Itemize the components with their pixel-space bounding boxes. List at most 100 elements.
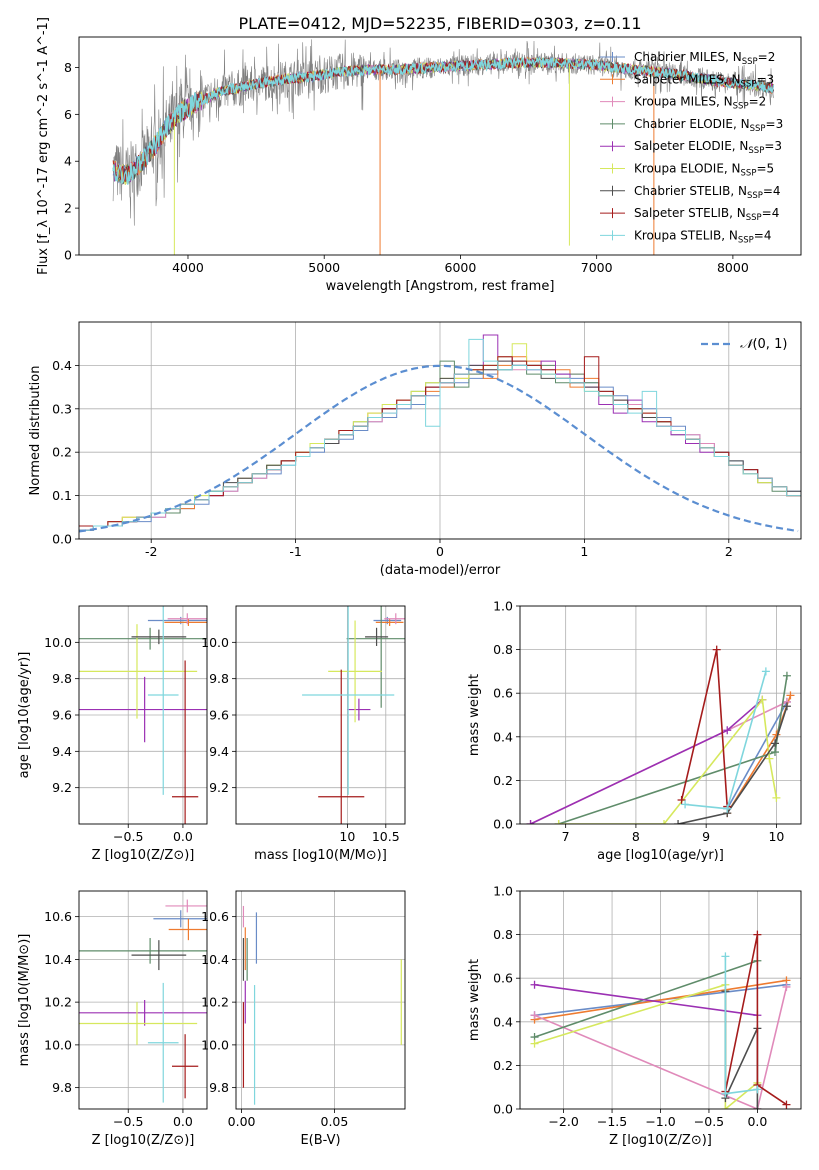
y-tick-label: 6: [64, 107, 72, 122]
weight-marker: [721, 1105, 730, 1109]
x-tick-label: -2: [145, 544, 157, 559]
weight-marker: [530, 980, 539, 989]
y-axis-label: age [log10(age/yr)]: [17, 652, 32, 779]
y-axis-label: mass weight: [467, 959, 482, 1041]
y-tick-label: 4: [64, 154, 72, 169]
x-axis-label: Z [log10(Z/Z⊙)]: [92, 1133, 195, 1148]
y-tick-label: 10.4: [44, 952, 72, 967]
plot-area: [236, 606, 405, 824]
weight-line: [726, 701, 788, 810]
panel-5: −0.5 0.0 9.8 10.0 10.2 10.4 10.6 Z [log10(Z/Z⊙)…: [17, 890, 208, 1148]
y-tick-label: 0.4: [493, 1014, 513, 1029]
legend-subscript: SSP: [733, 102, 749, 112]
legend-subscript: SSP: [741, 169, 757, 179]
y-tick-label: 10.2: [201, 995, 229, 1010]
legend: Chabrier MILES, NSSP=2 Salpeter MILES, NS…: [600, 50, 783, 245]
plot-area: [79, 606, 207, 824]
x-tick-label: 9: [702, 829, 710, 844]
x-tick-label: 0.05: [321, 1114, 349, 1129]
weight-line: [534, 986, 788, 1109]
x-tick-label: −0.5: [113, 1114, 143, 1129]
weight-marker: [772, 793, 781, 802]
x-tick-label: 8000: [717, 260, 749, 275]
legend-value: =3: [764, 139, 782, 153]
weight-marker: [721, 1089, 730, 1098]
weight-marker: [782, 1100, 791, 1109]
y-tick-label: 0.0: [493, 1102, 513, 1117]
axes-frame: [78, 321, 802, 540]
x-tick-label: 2: [725, 544, 733, 559]
x-axis-label: Z [log10(Z/Z⊙)]: [609, 1133, 712, 1148]
panel-4: 7 8 9 10 0.0 0.2 0.4 0.6 0.8 1.0 age [log10(age/yr…: [467, 599, 802, 863]
weight-line: [677, 706, 788, 824]
legend-value: =2: [749, 95, 767, 109]
y-axis-label: mass [log10(M/M⊙)]: [17, 934, 32, 1067]
weight-marker: [660, 820, 669, 824]
legend-value: =3: [756, 72, 774, 86]
y-tick-label: 0.2: [493, 773, 513, 788]
y-tick-label: 0.3: [52, 401, 72, 416]
axes-frame: [78, 36, 802, 256]
legend-subscript: SSP: [746, 213, 762, 223]
weight-marker: [530, 1011, 539, 1020]
legend-value: =4: [754, 228, 772, 242]
y-tick-label: 10.6: [44, 909, 72, 924]
y-tick-label: 9.8: [209, 1080, 229, 1095]
x-tick-label: 0.0: [173, 1114, 193, 1129]
x-tick-label: 7: [562, 829, 570, 844]
y-tick-label: 9.4: [209, 744, 229, 759]
weight-line: [680, 649, 728, 807]
x-tick-label: 8: [632, 829, 640, 844]
weight-marker: [753, 1085, 762, 1094]
y-tick-label: 10.6: [201, 909, 229, 924]
legend-subscript: SSP: [750, 124, 766, 134]
x-axis-label: Z [log10(Z/Z⊙)]: [92, 848, 195, 863]
weight-marker: [674, 820, 683, 824]
y-tick-label: 9.2: [52, 780, 72, 795]
legend-subscript: SSP: [742, 57, 758, 67]
weight-marker: [786, 691, 795, 700]
y-tick-label: 2: [64, 201, 72, 216]
weight-line: [558, 675, 788, 824]
weight-marker: [782, 702, 791, 711]
x-tick-label: 5000: [308, 260, 340, 275]
y-tick-label: 0.2: [493, 1058, 513, 1073]
legend-subscript: SSP: [741, 79, 757, 89]
panel-0: 4000 5000 6000 7000 8000 0 2 4 6 8 wavelength [Ang…: [36, 17, 802, 294]
x-tick-label: −1.0: [645, 1114, 675, 1129]
weight-line: [534, 979, 787, 1021]
weight-line: [534, 983, 758, 1017]
weight-marker: [723, 726, 732, 735]
x-axis-label: mass [log10(M/M⊙)]: [254, 848, 387, 863]
y-tick-label: 10.4: [201, 952, 229, 967]
x-tick-label: 0.0: [747, 1114, 767, 1129]
weight-marker: [765, 754, 774, 763]
panel-2: −0.5 0.0 9.2 9.4 9.6 9.8 10.0 Z [log10(Z/Z⊙)] ag…: [17, 605, 208, 863]
x-tick-label: −1.5: [597, 1114, 627, 1129]
x-tick-label: −2.0: [548, 1114, 578, 1129]
legend-subscript: SSP: [747, 191, 763, 201]
legend-label: Salpeter ELODIE, NSSP=3: [634, 139, 782, 156]
axes-frame: [519, 890, 802, 1110]
y-tick-label: 0.6: [493, 686, 513, 701]
weight-marker: [712, 645, 721, 654]
y-axis-label: Normed distribution: [28, 366, 43, 496]
panel-1: -2 -1 0 1 2 0.0 0.1 0.2 0.3 0.4 (data-model)/error…: [28, 321, 802, 578]
y-tick-label: 9.6: [52, 708, 72, 723]
weight-marker: [782, 671, 791, 680]
x-axis-label: E(B-V): [300, 1133, 340, 1148]
axes-frame: [78, 890, 208, 1110]
y-tick-label: 0.1: [52, 488, 72, 503]
panel-6: 0.00 0.05 9.8 10.0 10.2 10.4 10.6 E(B-V): [201, 890, 406, 1148]
y-tick-label: 9.8: [209, 671, 229, 686]
weight-marker: [677, 796, 686, 805]
x-tick-label: 0: [436, 544, 444, 559]
axes-frame: [235, 605, 406, 825]
y-tick-label: 10.0: [201, 1037, 229, 1052]
y-tick-label: 0: [64, 248, 72, 263]
weight-marker: [758, 695, 767, 704]
x-tick-label: 0.00: [228, 1114, 256, 1129]
y-tick-label: 1.0: [493, 599, 513, 614]
weight-marker: [681, 800, 690, 809]
axes-frame: [235, 890, 406, 1110]
